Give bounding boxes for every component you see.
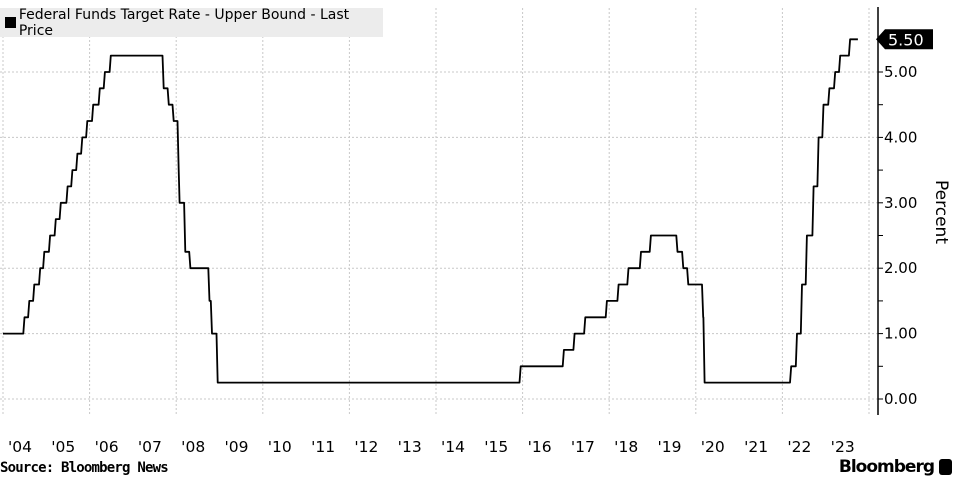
x-tick-label: '10 [268, 438, 292, 456]
series-line [3, 38, 858, 384]
y-tick-label: 4.00 [884, 128, 917, 146]
x-tick-label: '22 [787, 438, 811, 456]
last-price-label: 5.50 [888, 30, 924, 49]
last-price-tag [876, 29, 933, 50]
x-tick-label: '18 [614, 438, 638, 456]
x-tick-label: '13 [398, 438, 422, 456]
x-tick-label: '12 [354, 438, 378, 456]
bloomberg-logo: Bloomberg [839, 457, 952, 477]
y-tick-label: 2.00 [884, 259, 917, 277]
x-tick-label: '16 [528, 438, 552, 456]
legend-label: Federal Funds Target Rate - Upper Bound … [18, 6, 350, 39]
x-tick-label: '07 [138, 438, 162, 456]
x-tick-label: '04 [8, 438, 32, 456]
y-tick-label: 5.00 [884, 63, 917, 81]
x-tick-label: '05 [51, 438, 75, 456]
x-tick-label: '21 [744, 438, 768, 456]
x-tick-label: '17 [571, 438, 595, 456]
source-note: Source: Bloomberg News [0, 460, 169, 476]
y-tick-label: 3.00 [884, 194, 917, 212]
x-tick-label: '11 [311, 438, 335, 456]
x-tick-label: '14 [441, 438, 465, 456]
x-tick-label: '23 [831, 438, 855, 456]
x-tick-label: '06 [95, 438, 119, 456]
bloomberg-terminal-icon [939, 459, 952, 475]
x-tick-label: '20 [701, 438, 725, 456]
x-tick-label: '15 [484, 438, 508, 456]
x-tick-label: '08 [181, 438, 205, 456]
y-tick-label: 1.00 [884, 325, 917, 343]
x-tick-label: '09 [225, 438, 249, 456]
y-axis-title: Percent [931, 180, 951, 244]
y-tick-label: 0.00 [884, 390, 917, 408]
legend: Federal Funds Target Rate - Upper Bound … [0, 6, 383, 39]
legend-swatch [5, 17, 16, 28]
x-tick-label: '19 [658, 438, 682, 456]
brand-text: Bloomberg [838, 457, 935, 477]
